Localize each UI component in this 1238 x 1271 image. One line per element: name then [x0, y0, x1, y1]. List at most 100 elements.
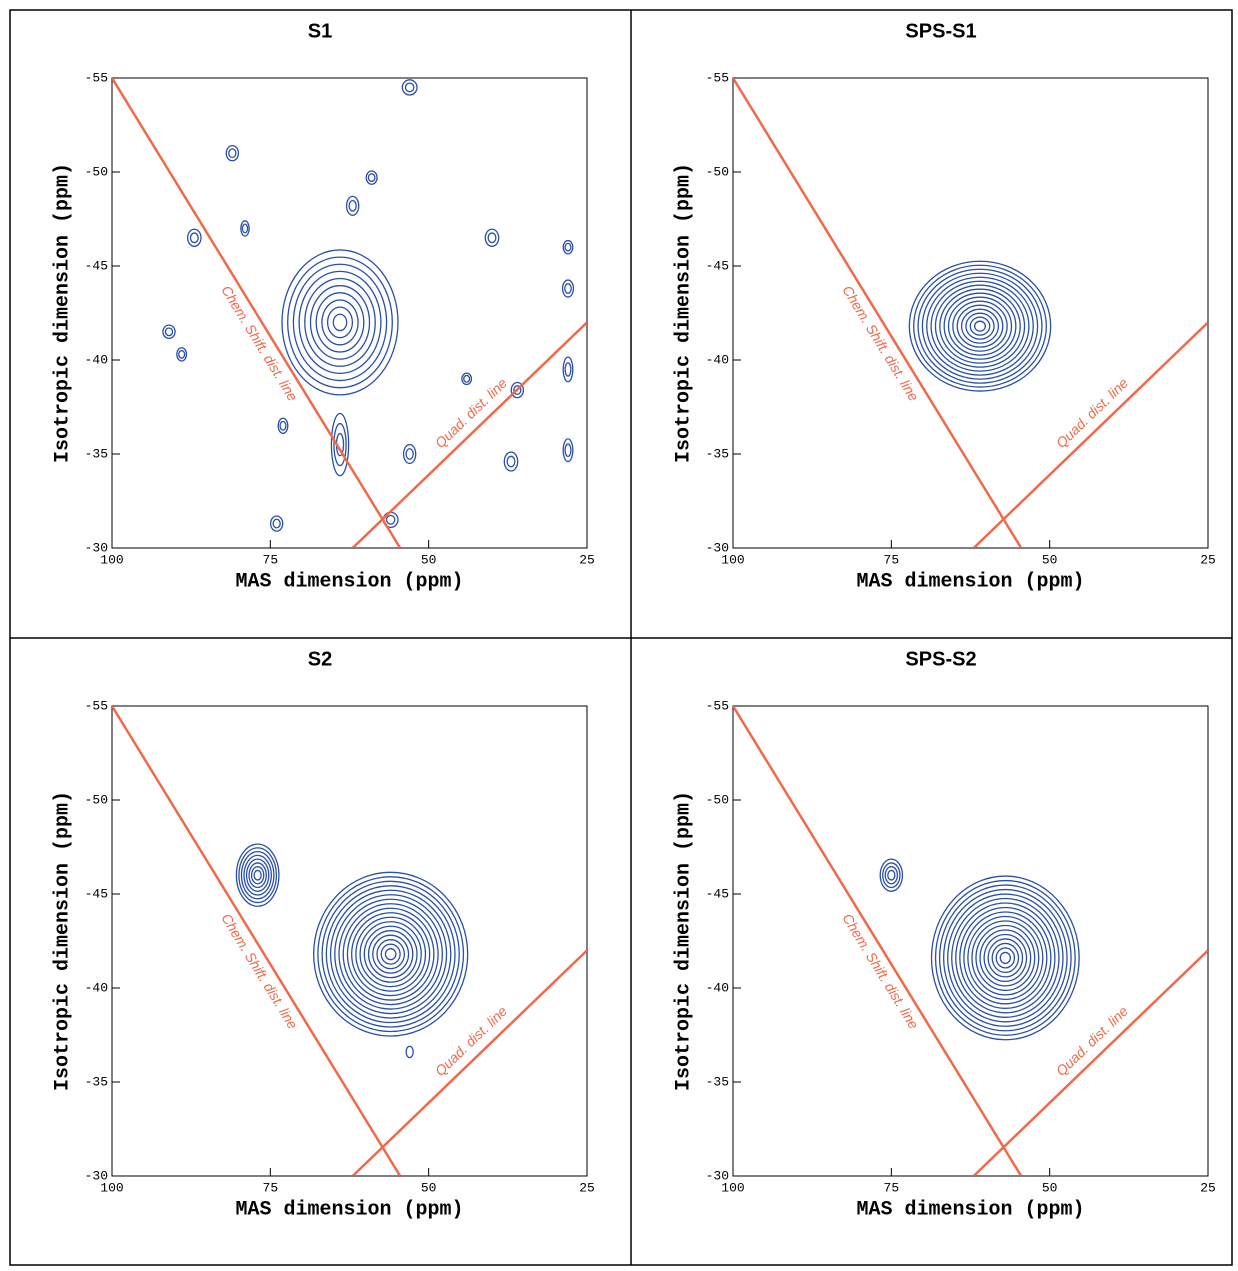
contour-level: [355, 916, 427, 992]
x-axis-label: MAS dimension (ppm): [856, 570, 1084, 593]
plot-frame: [111, 705, 588, 1177]
y-tick-label: -50: [706, 164, 729, 179]
y-tick-label: -50: [85, 164, 108, 179]
contour-level: [178, 349, 186, 359]
contour-level: [359, 921, 422, 988]
contour-level: [330, 412, 350, 477]
contour-level: [279, 420, 287, 431]
contour-level: [564, 283, 572, 294]
y-tick-label: -35: [706, 1074, 729, 1089]
x-tick-label: 100: [100, 1180, 123, 1195]
contour-level: [955, 902, 1056, 1014]
contour-level: [934, 879, 1076, 1036]
contour-level: [345, 195, 360, 216]
contour-level: [309, 285, 371, 360]
contour-level: [235, 843, 280, 907]
distribution-line: [351, 949, 587, 1176]
contour-level: [325, 885, 456, 1024]
plot-frame: [732, 705, 1209, 1177]
contour-level: [348, 199, 357, 212]
x-axis-label: MAS dimension (ppm): [856, 1198, 1084, 1221]
y-tick-label: -30: [706, 1168, 729, 1183]
contour-level: [959, 906, 1052, 1009]
contour-level: [917, 268, 1043, 384]
line-annotation: Quad. dist. line: [1053, 375, 1132, 451]
y-tick-label: -40: [85, 980, 108, 995]
contour-level: [272, 518, 281, 529]
contour-level: [298, 270, 382, 375]
chart-panel: SPS-S1 100 75 50 25 -55 -50 -45 -40 -35 -30 MAS dim…: [672, 20, 1216, 593]
x-tick-label: 100: [100, 552, 123, 567]
contour-level: [176, 347, 188, 362]
contour-level: [225, 144, 240, 162]
chart-panel: S2 100 75 50 25 -55 -50 -45 -40 -35 -30 MAS dimensi…: [51, 648, 595, 1221]
contour-level: [564, 242, 572, 252]
contour-level: [342, 903, 439, 1006]
contour-level: [245, 858, 270, 892]
y-tick-label: -40: [85, 352, 108, 367]
chart-panel: SPS-S2 100 75 50 25 -55 -50 -45 -40 -35 -30 MAS dim…: [672, 648, 1216, 1221]
contour-level: [562, 356, 574, 383]
x-tick-label: 25: [579, 1180, 595, 1195]
contour-level: [461, 372, 473, 386]
contour-level: [884, 866, 899, 885]
contour-level: [930, 280, 1030, 372]
y-tick-label: -55: [85, 698, 108, 713]
contour-level: [363, 925, 418, 983]
contour-level: [943, 292, 1017, 360]
contour-level: [248, 862, 267, 889]
contour-level: [963, 911, 1048, 1005]
distribution-line: [972, 321, 1208, 548]
contour-level: [380, 943, 401, 965]
contour-level: [241, 223, 249, 234]
plot-frame: [111, 77, 588, 549]
contour-level: [317, 876, 465, 1033]
contour-level: [999, 951, 1012, 965]
contour-level: [313, 871, 469, 1037]
contour-level: [973, 320, 987, 332]
contour-level: [243, 854, 272, 896]
plot-area: [112, 78, 587, 548]
chart-title: S1: [308, 20, 332, 42]
contour-level: [930, 875, 1080, 1041]
contour-level: [882, 862, 901, 889]
y-tick-label: -45: [706, 258, 729, 273]
contour-level: [979, 929, 1032, 987]
contour-level: [908, 260, 1052, 392]
contour-level: [292, 263, 388, 382]
contour-level: [561, 279, 575, 298]
x-tick-label: 75: [884, 552, 900, 567]
contour-level: [564, 443, 572, 458]
x-tick-label: 100: [721, 552, 744, 567]
x-axis-label: MAS dimension (ppm): [235, 570, 463, 593]
contour-level: [506, 455, 516, 468]
x-axis-label: MAS dimension (ppm): [235, 1198, 463, 1221]
contour-level: [365, 170, 378, 185]
y-tick-label: -45: [706, 886, 729, 901]
y-tick-label: -30: [85, 1168, 108, 1183]
contour-level: [238, 847, 278, 904]
chart-title: S2: [308, 648, 332, 670]
x-tick-label: 50: [1042, 552, 1058, 567]
contour-level: [367, 930, 414, 979]
contour-level: [189, 232, 199, 244]
contour-level: [346, 907, 435, 1001]
contour-level: [269, 515, 284, 532]
y-tick-label: -50: [706, 792, 729, 807]
x-tick-label: 50: [421, 552, 437, 567]
x-tick-label: 25: [579, 552, 595, 567]
x-tick-label: 25: [1200, 552, 1216, 567]
contour-level: [277, 417, 289, 435]
distribution-line: [972, 949, 1208, 1176]
y-axis-label: Isotropic dimension (ppm): [672, 163, 695, 463]
line-annotation: Chem. Shift. dist. line: [839, 283, 922, 404]
contour-level: [960, 308, 1000, 344]
y-tick-label: -30: [706, 540, 729, 555]
contour-level: [913, 264, 1047, 388]
contour-level: [162, 324, 176, 340]
distribution-line: [733, 78, 1023, 548]
y-tick-label: -35: [706, 446, 729, 461]
contour-level: [240, 220, 250, 237]
contour-level: [240, 850, 275, 900]
